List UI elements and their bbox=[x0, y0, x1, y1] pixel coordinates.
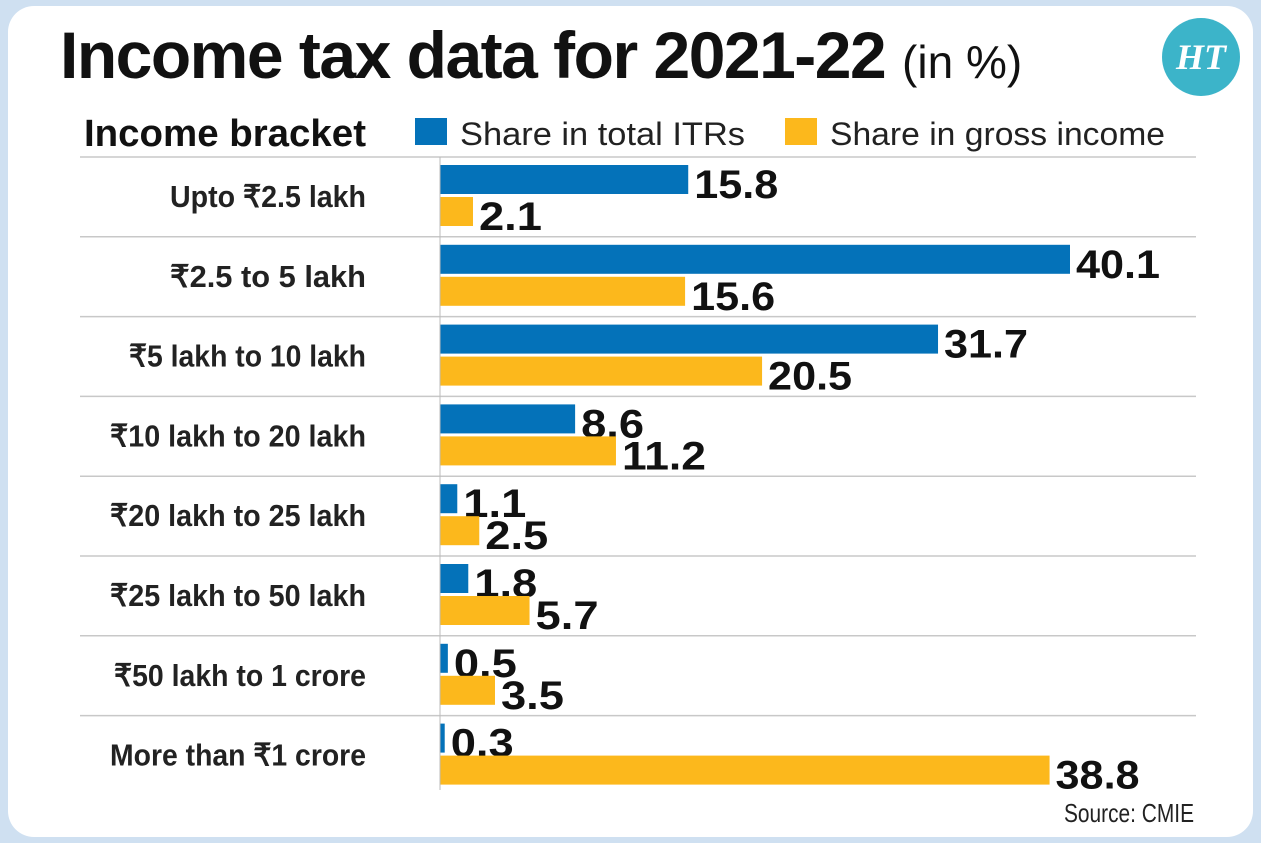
bar-income bbox=[440, 596, 530, 625]
bar-income bbox=[440, 755, 1050, 785]
bar-itr bbox=[440, 244, 1070, 274]
category-label: ₹25 lakh to 50 lakh bbox=[110, 578, 366, 613]
bar-itr bbox=[440, 324, 939, 354]
data-label-itr: 15.8 bbox=[694, 163, 778, 207]
category-label: More than ₹1 crore bbox=[110, 738, 366, 773]
bar-income bbox=[440, 436, 616, 466]
data-label-itr: 31.7 bbox=[944, 323, 1028, 367]
chart-title: Income tax data for 2021-22 (in %) bbox=[60, 22, 1022, 88]
data-label-income: 38.8 bbox=[1056, 754, 1140, 798]
bar-itr bbox=[440, 723, 445, 753]
bar-itr bbox=[440, 564, 469, 593]
data-label-income: 5.7 bbox=[536, 594, 599, 638]
title-unit: (in %) bbox=[902, 36, 1023, 88]
bar-income bbox=[440, 356, 763, 386]
data-label-income: 3.5 bbox=[501, 674, 564, 718]
bar-income bbox=[440, 276, 686, 306]
category-label: Upto ₹2.5 lakh bbox=[170, 179, 366, 214]
bar-itr bbox=[440, 165, 689, 194]
bar-income bbox=[440, 197, 473, 226]
category-label: ₹50 lakh to 1 crore bbox=[114, 658, 366, 693]
category-header: Income bracket bbox=[84, 113, 366, 155]
bar-income bbox=[440, 516, 480, 546]
legend-label-income: Share in gross income bbox=[830, 116, 1165, 152]
category-label: ₹5 lakh to 10 lakh bbox=[129, 339, 366, 374]
ht-logo: HT bbox=[1162, 18, 1240, 96]
data-label-income: 11.2 bbox=[622, 434, 706, 478]
source-note: Source: CMIE bbox=[1064, 798, 1194, 828]
data-label-income: 2.5 bbox=[485, 514, 548, 558]
category-label: ₹2.5 to 5 lakh bbox=[170, 259, 366, 294]
data-label-itr: 40.1 bbox=[1076, 243, 1160, 287]
title-text: Income tax data for 2021-22 bbox=[60, 18, 887, 92]
data-label-income: 15.6 bbox=[691, 275, 775, 319]
category-label: ₹10 lakh to 20 lakh bbox=[110, 418, 366, 453]
category-label: ₹20 lakh to 25 lakh bbox=[110, 498, 366, 533]
bar-itr bbox=[440, 643, 448, 673]
legend-swatch-income bbox=[785, 118, 817, 145]
data-label-income: 20.5 bbox=[768, 355, 852, 399]
bar-itr bbox=[440, 484, 458, 514]
bar-itr bbox=[440, 404, 576, 434]
bar-income bbox=[440, 675, 495, 705]
legend-swatch-itr bbox=[415, 118, 447, 145]
legend-label-itr: Share in total ITRs bbox=[460, 116, 745, 152]
data-label-income: 2.1 bbox=[479, 195, 542, 239]
chart-card bbox=[8, 6, 1253, 837]
